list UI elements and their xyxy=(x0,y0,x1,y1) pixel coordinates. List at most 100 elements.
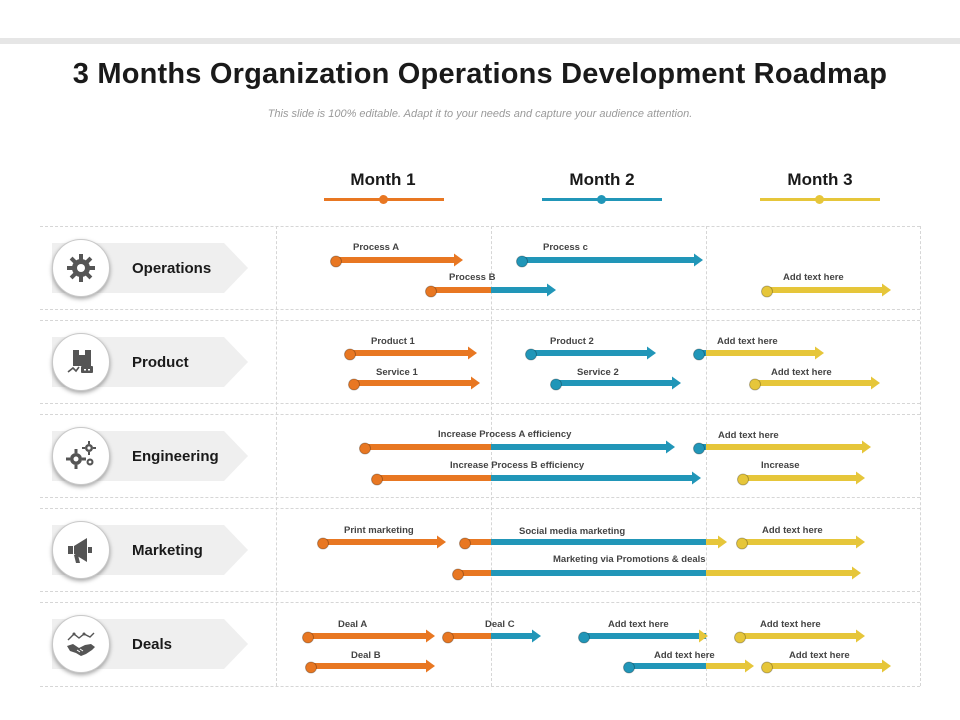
grid-column-line xyxy=(920,226,921,686)
bar-start-dot xyxy=(761,285,773,298)
bar-arrowhead xyxy=(437,535,446,549)
grid-line xyxy=(40,497,920,498)
bar-label: Increase xyxy=(761,460,800,471)
product-box-icon xyxy=(52,333,110,391)
bar-start-dot xyxy=(344,348,356,361)
roadmap-bar xyxy=(359,440,675,455)
roadmap-bar xyxy=(734,629,865,644)
roadmap-bar xyxy=(550,376,681,391)
roadmap-bar xyxy=(330,253,463,268)
bar-arrowhead xyxy=(871,376,880,390)
bar-start-dot xyxy=(330,255,342,268)
bar-arrowhead xyxy=(882,659,891,673)
grid-line xyxy=(40,591,920,592)
bar-label: Product 1 xyxy=(371,336,415,347)
bar-start-dot xyxy=(737,473,749,486)
bar-start-dot xyxy=(693,442,705,455)
bar-label: Increase Process B efficiency xyxy=(450,460,585,471)
bar-start-dot xyxy=(525,348,537,361)
bar-arrowhead xyxy=(547,283,556,297)
roadmap-bar xyxy=(736,535,865,550)
bar-segment xyxy=(706,663,746,669)
bar-segment xyxy=(767,663,883,669)
bar-label: Add text here xyxy=(771,367,832,378)
bar-segment xyxy=(354,380,472,386)
grid-line xyxy=(40,414,920,415)
bar-arrowhead xyxy=(718,535,727,549)
bar-start-dot xyxy=(516,255,528,268)
bar-segment xyxy=(377,475,491,481)
bar-arrowhead xyxy=(856,629,865,643)
bar-label: Add text here xyxy=(718,430,779,441)
grid-line xyxy=(40,602,920,603)
bar-label: Deal C xyxy=(485,619,515,630)
bar-start-dot xyxy=(761,661,773,674)
bar-start-dot xyxy=(359,442,371,455)
month-2-dot xyxy=(597,195,606,204)
grid-line xyxy=(40,508,920,509)
bar-label: Deal A xyxy=(338,619,368,630)
month-1-dot xyxy=(379,195,388,204)
roadmap-bar xyxy=(344,346,477,361)
bar-segment xyxy=(491,539,706,545)
roadmap-bar xyxy=(317,535,446,550)
bar-segment xyxy=(531,350,648,356)
grid-line xyxy=(40,403,920,404)
bar-label: Add text here xyxy=(717,336,778,347)
bar-segment xyxy=(448,633,491,639)
roadmap-bar xyxy=(737,471,865,486)
bar-start-dot xyxy=(578,631,590,644)
bar-segment xyxy=(584,633,706,639)
row-label-operations: Operations xyxy=(132,260,212,277)
grid-line xyxy=(40,309,920,310)
bar-arrowhead xyxy=(745,659,754,673)
grid-column-line xyxy=(491,226,492,686)
bar-label: Print marketing xyxy=(344,525,414,536)
roadmap-bar xyxy=(459,535,727,550)
bar-label: Add text here xyxy=(654,650,715,661)
month-1-header: Month 1 xyxy=(350,170,416,189)
handshake-icon xyxy=(52,615,110,673)
bar-start-dot xyxy=(736,537,748,550)
bar-arrowhead xyxy=(694,253,703,267)
bar-start-dot xyxy=(425,285,437,298)
bar-label: Marketing via Promotions & deals xyxy=(553,554,706,565)
bar-label: Process B xyxy=(449,272,496,283)
bar-label: Increase Process A efficiency xyxy=(438,429,572,440)
bar-label: Add text here xyxy=(608,619,669,630)
roadmap-bar xyxy=(693,346,824,361)
bar-label: Social media marketing xyxy=(519,526,626,537)
bar-label: Add text here xyxy=(762,525,823,536)
grid-column-line xyxy=(706,226,707,686)
bar-segment xyxy=(458,570,491,576)
roadmap-bar xyxy=(452,566,861,581)
bar-segment xyxy=(308,633,427,639)
bar-segment xyxy=(491,444,667,450)
bar-segment xyxy=(706,350,816,356)
grid-line xyxy=(40,686,920,687)
bar-label: Service 1 xyxy=(376,367,418,378)
bar-segment xyxy=(755,380,872,386)
bar-arrowhead xyxy=(666,440,675,454)
bar-start-dot xyxy=(459,537,471,550)
bar-segment xyxy=(767,287,883,293)
page-subtitle: This slide is 100% editable. Adapt it to… xyxy=(267,108,693,120)
bar-segment xyxy=(465,539,491,545)
bar-arrowhead xyxy=(856,471,865,485)
bar-label: Add text here xyxy=(789,650,850,661)
bar-segment xyxy=(743,475,857,481)
row-label-deals: Deals xyxy=(132,636,173,653)
bar-start-dot xyxy=(623,661,635,674)
bar-arrowhead xyxy=(882,283,891,297)
grid-line xyxy=(40,320,920,321)
bar-label: Deal B xyxy=(351,650,381,661)
bar-label: Process A xyxy=(353,242,400,253)
megaphone-icon xyxy=(52,521,110,579)
row-label-product: Product xyxy=(132,354,189,371)
bar-start-dot xyxy=(749,378,761,391)
month-3-header: Month 3 xyxy=(787,170,853,189)
roadmap-bar xyxy=(425,283,556,298)
bar-segment xyxy=(491,475,693,481)
bar-start-dot xyxy=(734,631,746,644)
bar-start-dot xyxy=(302,631,314,644)
